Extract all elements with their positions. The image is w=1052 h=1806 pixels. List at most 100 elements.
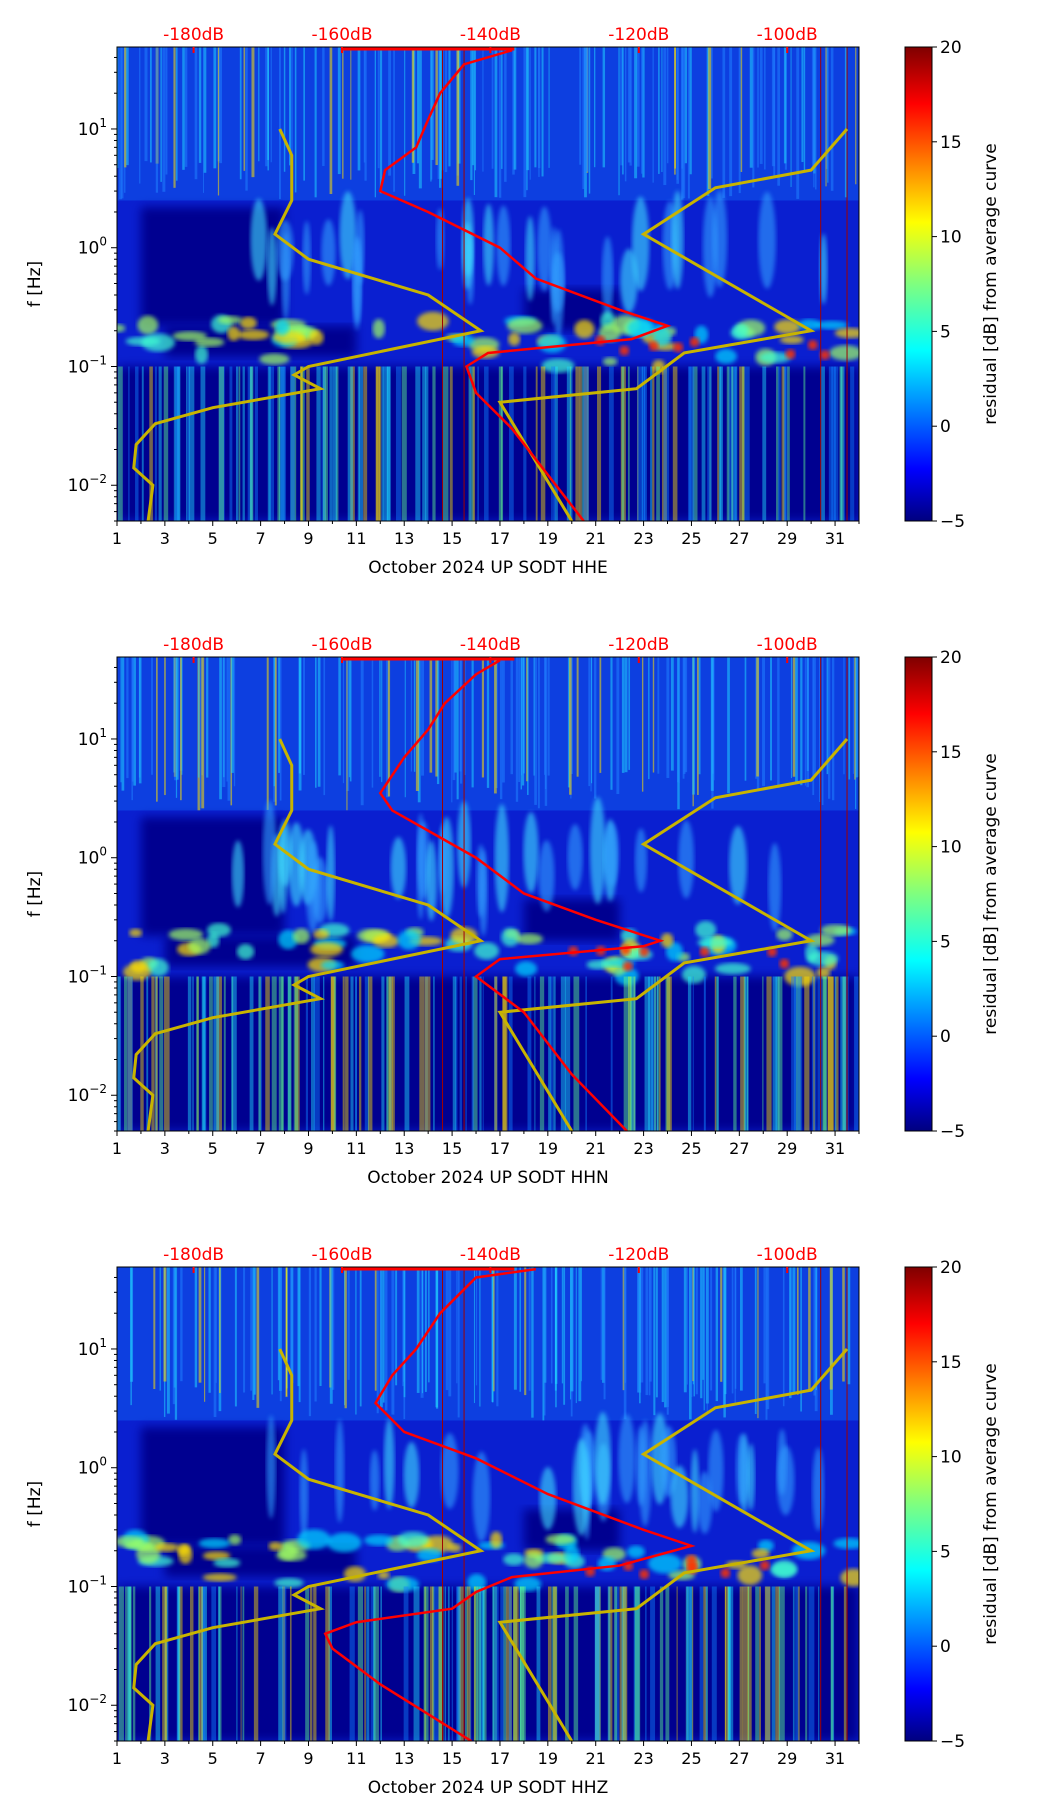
lf-streak [628, 976, 631, 1131]
lf-streak [460, 1586, 465, 1741]
lf-streak [290, 366, 295, 521]
hf-streak [357, 47, 361, 171]
lf-streak [357, 366, 360, 521]
lf-streak [429, 1586, 434, 1741]
microseism-blob [239, 316, 257, 330]
hf-streak [523, 47, 527, 198]
microseism-blob [177, 1543, 190, 1556]
lf-streak [403, 1586, 409, 1741]
hf-streak [404, 657, 406, 798]
lf-streak [630, 976, 633, 1131]
plume [589, 797, 606, 904]
lf-streak [509, 366, 514, 521]
hf-streak [620, 47, 623, 166]
lf-streak [253, 1586, 259, 1741]
lf-streak [127, 976, 133, 1131]
lf-streak [494, 1586, 499, 1741]
lf-streak [608, 366, 614, 521]
microseism-peak [785, 349, 796, 360]
x-tick-label: 17 [490, 529, 510, 548]
lf-streak [117, 976, 121, 1131]
lf-streak [663, 366, 670, 521]
hf-streak [342, 47, 344, 179]
hf-streak [379, 657, 381, 777]
hf-streak [274, 657, 277, 806]
lf-streak [623, 1586, 628, 1741]
lf-streak [192, 976, 194, 1131]
plume [305, 841, 321, 933]
lf-streak [724, 1586, 727, 1741]
hf-streak [770, 657, 772, 781]
hf-streak [266, 657, 269, 810]
hf-streak [710, 657, 714, 791]
lf-streak [331, 976, 335, 1131]
lf-streak [701, 366, 706, 521]
plume [631, 196, 650, 292]
lf-streak [820, 366, 825, 521]
lf-streak [552, 366, 555, 521]
microseism-blob [524, 1552, 544, 1569]
lf-streak [553, 1586, 557, 1741]
plume [537, 206, 552, 292]
lf-streak [162, 1586, 167, 1741]
microseism-blob [681, 965, 706, 984]
hf-streak [528, 1267, 531, 1391]
hf-streak [421, 1267, 424, 1394]
microseism-blob [272, 331, 306, 344]
microseism-peak [595, 335, 606, 346]
lf-streak [479, 1586, 485, 1741]
microseism-blob [816, 966, 831, 979]
hf-streak [738, 47, 741, 194]
colorbar [904, 46, 933, 522]
plume [708, 1429, 724, 1512]
lf-streak [843, 1586, 847, 1741]
hf-streak [686, 1267, 688, 1385]
lf-streak [687, 366, 692, 521]
colorbar-label: residual [dB] from average curve [981, 753, 1001, 1034]
lf-streak [597, 366, 602, 521]
hf-streak [561, 1267, 564, 1384]
plume [262, 800, 277, 905]
lf-streak [178, 1586, 181, 1741]
lf-streak [249, 366, 254, 521]
lf-streak [452, 976, 457, 1131]
hf-streak [641, 657, 644, 792]
plume [483, 203, 495, 286]
x-tick-label: 21 [586, 1749, 606, 1768]
lf-streak [718, 366, 723, 521]
lf-streak [594, 1586, 600, 1741]
x-tick-label: 5 [208, 1139, 218, 1158]
hf-streak [279, 657, 282, 801]
x-tick-label: 31 [825, 1749, 845, 1768]
lf-streak [231, 976, 237, 1131]
lf-streak [419, 976, 425, 1131]
microseism-blob [236, 943, 255, 960]
lf-streak [834, 976, 837, 1131]
lf-streak [250, 366, 254, 521]
hf-streak [173, 47, 176, 188]
lf-streak [500, 366, 503, 521]
lf-streak [519, 1586, 522, 1741]
lf-streak [796, 976, 798, 1131]
lf-streak [163, 366, 169, 521]
plume [594, 1411, 612, 1505]
lf-streak [444, 1586, 447, 1741]
hf-streak [481, 657, 485, 778]
hf-streak [683, 1267, 687, 1393]
lf-streak [551, 366, 553, 521]
lf-streak [176, 1586, 180, 1741]
lf-streak [778, 1586, 781, 1741]
microseism-blob [154, 1542, 180, 1552]
lf-streak [332, 366, 338, 521]
hf-streak [830, 47, 834, 191]
microseism-blob [447, 1543, 462, 1553]
lf-streak [386, 366, 391, 521]
lf-streak [132, 1586, 136, 1741]
hf-streak [502, 657, 505, 783]
lf-streak [432, 366, 436, 521]
hf-streak [815, 47, 817, 190]
hf-streak [602, 47, 606, 168]
lf-streak [833, 366, 839, 521]
hf-streak [494, 47, 498, 198]
lf-streak [330, 976, 336, 1131]
